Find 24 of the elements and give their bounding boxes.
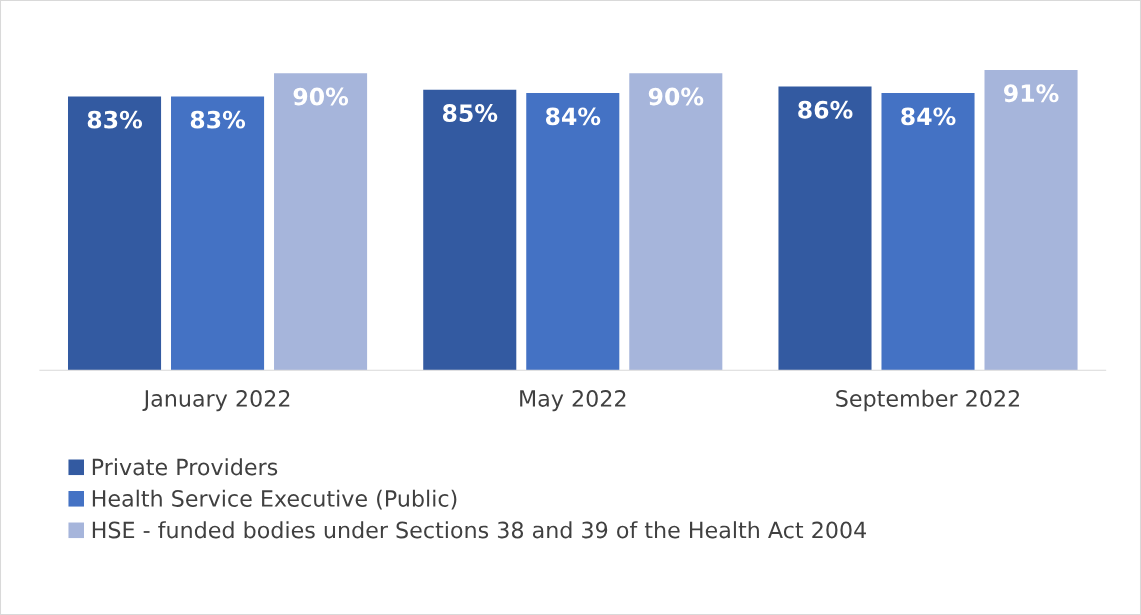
bar [423,89,517,371]
data-label: 83% [87,110,143,129]
legend-label: HSE - funded bodies under Sections 38 and 39 of the Health Act 2004 [92,521,866,539]
bar [778,86,872,371]
data-label: 85% [442,104,498,122]
data-label: 91% [1003,84,1059,103]
legend-label: Health Service Executive (Public) [92,489,457,510]
bar [526,93,620,371]
bar [629,73,723,371]
bar [881,93,975,371]
legend-label: Private Providers [92,458,278,476]
data-label: 90% [293,87,349,106]
data-label: 90% [648,87,704,106]
data-label: 86% [798,100,853,119]
data-label: 83% [190,110,246,129]
bar [68,96,162,371]
data-label: 84% [901,107,956,126]
x-tick-label: September 2022 [836,389,1020,412]
bar [984,70,1078,371]
bar [171,96,265,371]
x-tick-label: January 2022 [142,390,290,412]
data-label: 84% [545,107,601,126]
x-tick-label: May 2022 [520,390,626,412]
bar [274,73,368,371]
